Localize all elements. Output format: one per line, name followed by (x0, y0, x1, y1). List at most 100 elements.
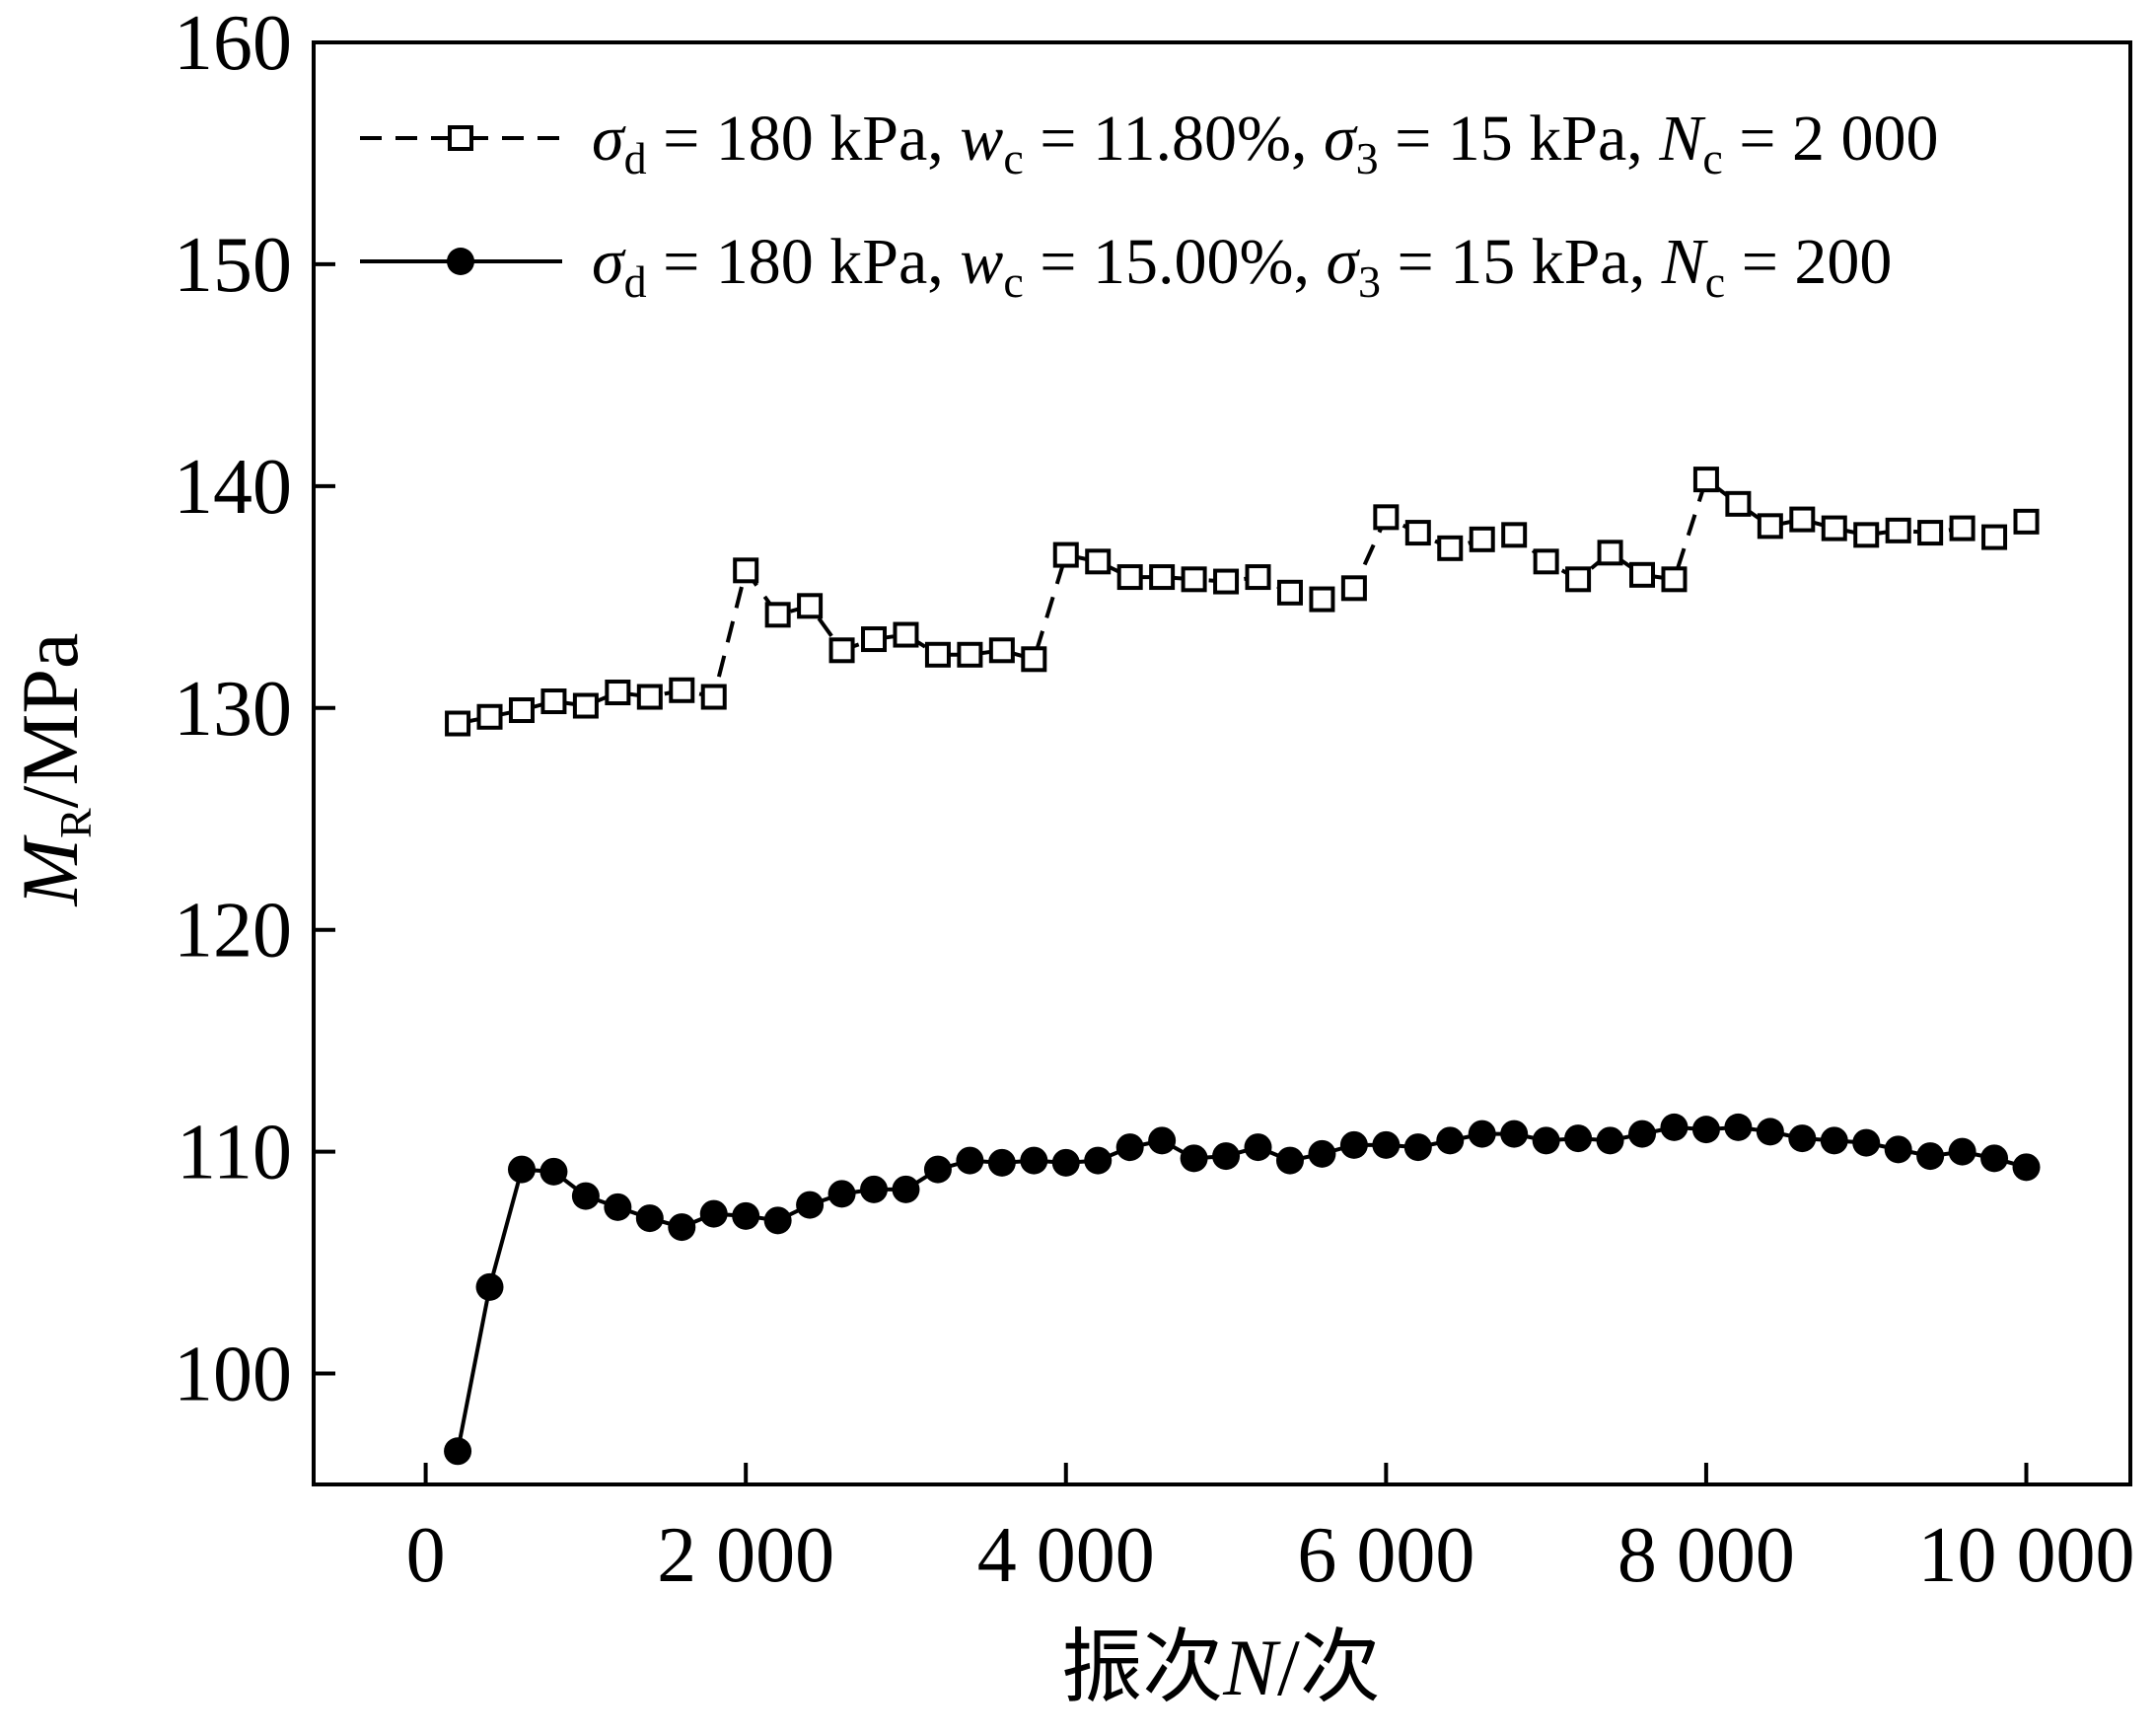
data-point-circle (1308, 1139, 1336, 1168)
data-point-square (1981, 524, 2008, 550)
data-point-square (572, 692, 599, 719)
data-point-circle (1628, 1120, 1657, 1148)
data-point-circle (1980, 1144, 2009, 1173)
legend-label-part: σ (592, 103, 626, 175)
legend-label-part: = 180 kPa, (647, 226, 961, 298)
data-point-square (893, 621, 919, 648)
legend-label-part: c (1702, 133, 1722, 183)
data-point-circle (475, 1272, 504, 1301)
x-tick-label: 2 000 (657, 1512, 834, 1599)
data-point-circle (1691, 1116, 1720, 1144)
data-point-square (988, 637, 1015, 664)
data-point-circle (1084, 1146, 1113, 1175)
data-point-square (2013, 508, 2040, 535)
legend-label-part: σ (1326, 226, 1360, 298)
data-point-circle (507, 1155, 536, 1184)
legend-label-part: c (1003, 133, 1023, 183)
x-tick-label: 0 (406, 1512, 446, 1599)
data-point-square (1501, 522, 1528, 548)
data-point-circle (1244, 1133, 1272, 1162)
data-point-square (828, 637, 855, 664)
data-point-square (924, 641, 951, 668)
legend-label-part: d (624, 133, 647, 183)
data-point-square (605, 680, 631, 706)
data-point-circle (1436, 1126, 1465, 1155)
y-axis-title-unit: /MPa (5, 633, 95, 809)
data-point-square (733, 557, 759, 584)
data-point-square (445, 710, 471, 737)
y-axis-title-symbol: M (5, 833, 95, 906)
x-axis-title: 振次N/次 (1061, 1623, 1381, 1712)
data-point-circle (923, 1155, 952, 1184)
data-point-square (1661, 566, 1688, 593)
data-point-square (1309, 586, 1335, 613)
legend-marker-circle (447, 248, 474, 275)
data-point-circle (444, 1437, 472, 1466)
data-point-circle (668, 1213, 696, 1242)
data-point-circle (635, 1204, 664, 1233)
y-axis-title-subscript: R (50, 808, 101, 838)
x-axis-ticks: 0 2 000 4 000 6 000 8 000 10 000 (406, 1463, 2135, 1599)
data-point-circle (1724, 1113, 1753, 1141)
data-point-square (1052, 542, 1079, 568)
data-point-square (797, 593, 824, 619)
data-point-square (1597, 540, 1623, 566)
y-tick-label: 120 (174, 888, 292, 975)
x-axis-title-prefix: 振次 (1061, 1623, 1223, 1712)
data-point-circle (1115, 1133, 1144, 1162)
data-point-square (1276, 579, 1303, 606)
data-point-circle (571, 1182, 600, 1210)
plot-frame (312, 40, 2132, 1486)
data-point-square (1949, 515, 1976, 542)
data-point-circle (1020, 1146, 1048, 1175)
data-point-circle (699, 1199, 728, 1228)
data-point-circle (1051, 1148, 1080, 1177)
data-point-circle (827, 1180, 856, 1208)
y-tick-label: 140 (174, 444, 292, 531)
data-point-square (1533, 548, 1559, 575)
legend-label-part: = 2 000 (1723, 103, 1939, 175)
data-point-square (636, 684, 663, 710)
legend-label-part: w (960, 103, 1003, 175)
legend-label-part: = 200 (1725, 226, 1892, 298)
data-point-square (1021, 646, 1047, 673)
data-point-circle (1660, 1113, 1689, 1141)
legend-label-part: = 15 kPa, (1381, 226, 1662, 298)
data-point-circle (1884, 1135, 1912, 1164)
y-axis-title: MR/MPa (5, 633, 101, 907)
legend: σd = 180 kPa, wc = 11.80%, σ3 = 15 kPa, … (360, 103, 1939, 307)
data-point-circle (987, 1148, 1016, 1177)
series-line-dashed (457, 475, 2028, 726)
data-point-circle (2012, 1153, 2041, 1182)
legend-label-part: c (1705, 256, 1725, 307)
data-point-circle (604, 1192, 632, 1221)
data-point-circle (1788, 1124, 1817, 1153)
data-point-circle (539, 1157, 568, 1186)
x-tick-label: 4 000 (977, 1512, 1155, 1599)
data-point-square (1885, 517, 1911, 543)
y-tick-label: 130 (174, 666, 292, 753)
data-point-square (1789, 506, 1816, 533)
data-point-square (669, 677, 695, 703)
data-point-circle (1820, 1126, 1848, 1155)
data-point-square (1213, 568, 1240, 595)
x-tick-label: 6 000 (1297, 1512, 1474, 1599)
data-point-circle (892, 1175, 920, 1203)
data-point-circle (1948, 1137, 1976, 1166)
data-point-circle (1852, 1128, 1881, 1157)
legend-label-part: = 15 kPa, (1379, 103, 1660, 175)
data-point-square (1565, 566, 1592, 593)
data-point-square (1340, 575, 1367, 602)
data-point-circle (1148, 1126, 1177, 1155)
y-tick-label: 110 (177, 1110, 292, 1196)
y-tick-label: 160 (174, 0, 292, 87)
data-point-circle (732, 1201, 760, 1230)
legend-label-part: = 11.80%, (1024, 103, 1324, 175)
legend-label-part: = 180 kPa, (647, 103, 961, 175)
data-point-square (1725, 490, 1752, 517)
x-tick-label: 10 000 (1918, 1512, 2135, 1599)
data-point-square (1116, 564, 1143, 591)
legend-label-part: 3 (1358, 256, 1381, 307)
data-point-square (1245, 564, 1271, 591)
